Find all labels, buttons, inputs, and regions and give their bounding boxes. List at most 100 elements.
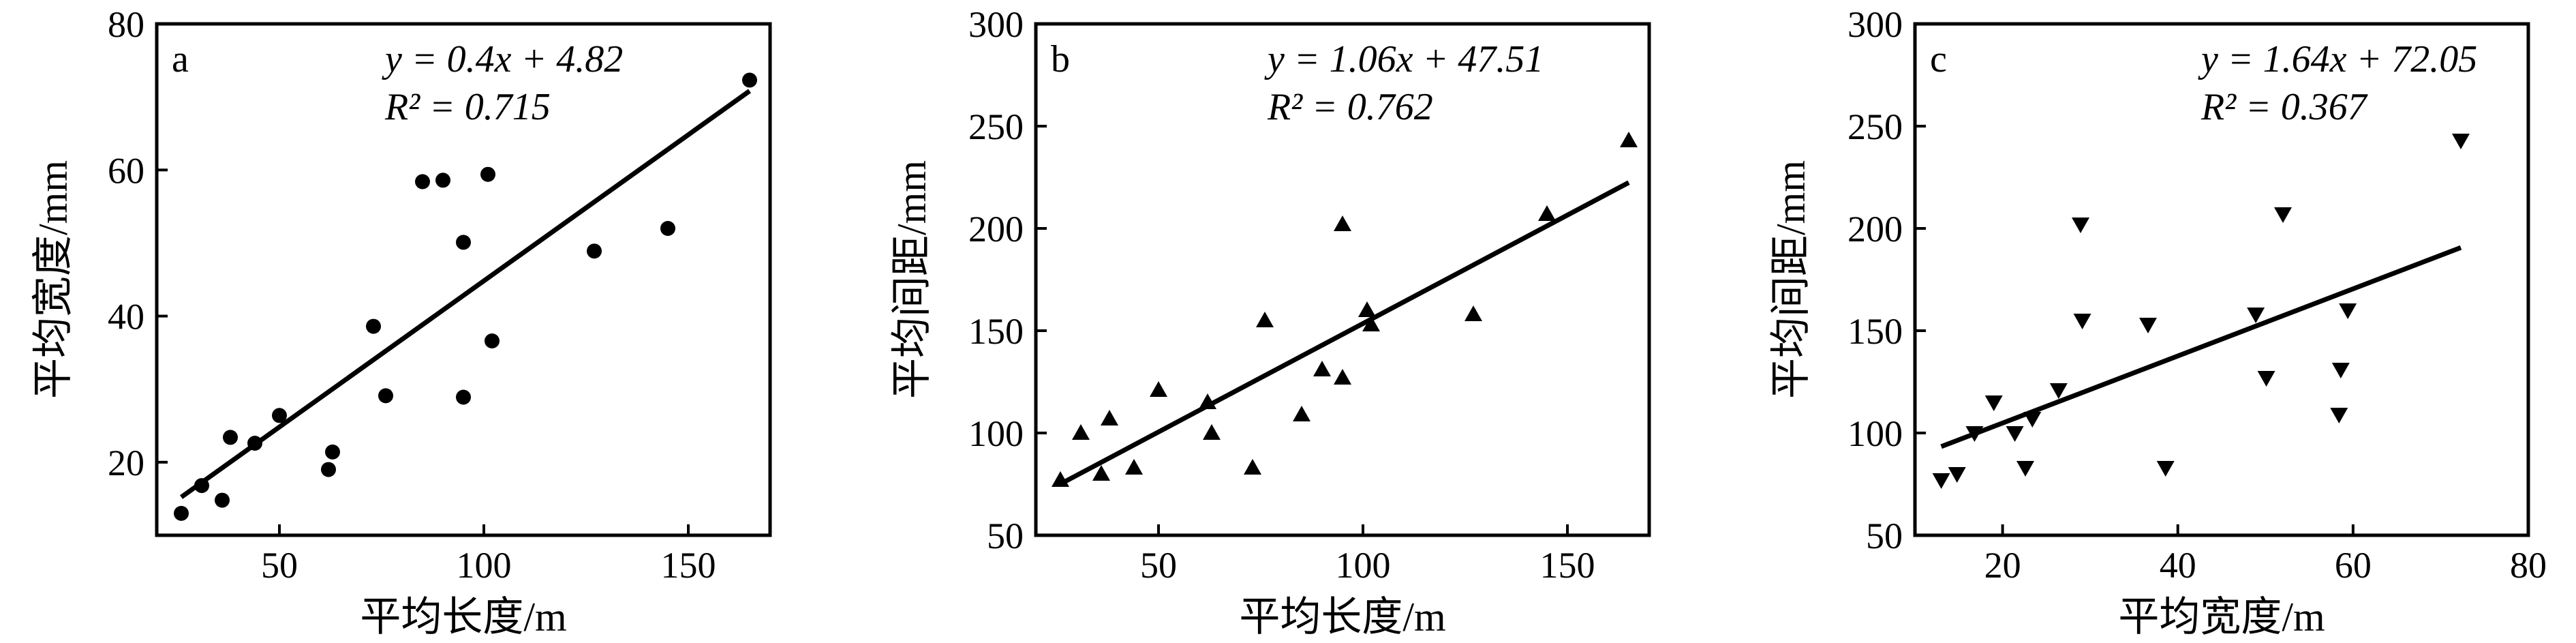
- data-point: [660, 221, 675, 236]
- y-tick-label: 100: [1847, 413, 1903, 454]
- data-point: [456, 389, 471, 405]
- data-point: [215, 492, 230, 508]
- data-point: [1313, 361, 1331, 376]
- x-axis-title-a: 平均长度/m: [360, 595, 566, 640]
- data-point: [366, 318, 381, 334]
- plot-frame-b: [1034, 22, 1651, 537]
- data-point: [1150, 381, 1167, 397]
- fit-equation-b: y = 1.06x + 47.51: [1264, 38, 1544, 80]
- data-point: [456, 235, 471, 250]
- data-point: [1362, 316, 1380, 331]
- x-tick-label: 150: [661, 545, 716, 586]
- data-point: [2339, 303, 2357, 319]
- y-tick-label: 80: [108, 4, 144, 45]
- data-point: [2139, 318, 2157, 333]
- data-point: [325, 444, 340, 460]
- y-tick-label: 20: [108, 443, 144, 483]
- data-point: [1203, 424, 1221, 440]
- r-squared-c: R² = 0.367: [2201, 86, 2368, 128]
- y-tick-label: 300: [1847, 4, 1903, 45]
- panel-a: a y = 0.4x + 4.82 R² = 0.715 平均长度/m 平均宽度…: [31, 4, 772, 640]
- data-point: [480, 166, 495, 182]
- data-point: [1932, 473, 1950, 489]
- ticks-a: 50 100 150 20 40 60 80: [108, 4, 716, 586]
- data-point: [435, 173, 450, 188]
- data-point: [247, 436, 262, 451]
- x-tick-label: 60: [2335, 545, 2372, 586]
- y-tick-label: 200: [1847, 209, 1903, 250]
- data-point: [272, 408, 287, 423]
- data-point: [1358, 301, 1376, 317]
- data-point: [2023, 412, 2042, 428]
- ticks-b: 50 100 150 50 100 150 200 250 300: [968, 4, 1595, 586]
- r-squared-a: R² = 0.715: [384, 86, 551, 128]
- panel-letter-c: c: [1930, 38, 1947, 80]
- y-tick-label: 300: [968, 4, 1024, 45]
- x-tick-label: 40: [2160, 545, 2196, 586]
- data-point: [378, 388, 393, 404]
- data-point: [1293, 406, 1310, 421]
- y-axis-title-b: 平均间距/mm: [889, 160, 934, 399]
- data-point: [2073, 314, 2091, 329]
- plot-frame-c: [1913, 22, 2530, 537]
- data-point: [485, 333, 500, 348]
- data-point: [2452, 134, 2470, 149]
- points-a: [174, 72, 757, 521]
- x-axis-title-b: 平均长度/m: [1239, 595, 1445, 640]
- x-tick-label: 50: [1140, 545, 1177, 586]
- y-tick-label: 150: [968, 311, 1024, 352]
- data-point: [1538, 205, 1556, 221]
- y-tick-label: 60: [108, 150, 144, 191]
- data-point: [321, 462, 336, 477]
- data-point: [174, 505, 189, 521]
- data-point: [2274, 207, 2292, 223]
- fit-line-c: [1940, 245, 2462, 449]
- data-point: [1072, 424, 1090, 440]
- panel-c: c y = 1.64x + 72.05 R² = 0.367 平均宽度/m 平均…: [1768, 4, 2547, 640]
- data-point: [1948, 467, 1966, 483]
- data-point: [2331, 363, 2350, 378]
- fit-equation-a: y = 0.4x + 4.82: [382, 38, 623, 80]
- y-tick-label: 150: [1847, 311, 1903, 352]
- y-axis-title-c: 平均间距/mm: [1768, 160, 1813, 399]
- data-point: [1199, 393, 1216, 409]
- data-point: [1965, 426, 1984, 442]
- data-point: [1244, 459, 1261, 475]
- fit-equation-c: y = 1.64x + 72.05: [2198, 38, 2477, 80]
- y-axis-title-a: 平均宽度/mm: [31, 160, 76, 399]
- fit-line-a: [179, 89, 752, 499]
- fit-line-b: [1059, 180, 1630, 486]
- data-point: [1334, 369, 1351, 385]
- x-axis-title-c: 平均宽度/m: [2118, 595, 2325, 640]
- points-b: [1052, 132, 1638, 487]
- data-point: [223, 430, 238, 445]
- panel-letter-b: b: [1051, 38, 1070, 80]
- data-point: [1256, 312, 1274, 327]
- x-tick-label: 50: [261, 545, 298, 586]
- data-point: [2257, 371, 2275, 387]
- data-point: [2049, 383, 2068, 399]
- points-c: [1932, 134, 2470, 489]
- data-point: [1334, 215, 1351, 231]
- y-tick-label: 250: [968, 106, 1024, 147]
- data-point: [2072, 218, 2089, 233]
- panel-letter-a: a: [172, 38, 189, 80]
- y-tick-label: 200: [968, 209, 1024, 250]
- data-point: [1052, 471, 1069, 487]
- data-point: [194, 478, 209, 494]
- y-tick-label: 50: [1866, 515, 1903, 556]
- ticks-c: 20 40 60 80 50 100 150 200 250 300: [1847, 4, 2547, 586]
- x-tick-label: 100: [457, 545, 512, 586]
- y-tick-label: 250: [1847, 106, 1903, 147]
- data-point: [1465, 305, 1482, 321]
- data-point: [742, 72, 757, 88]
- y-tick-label: 100: [968, 413, 1024, 454]
- data-point: [2156, 461, 2175, 477]
- data-point: [1984, 395, 2003, 411]
- data-point: [2006, 426, 2024, 442]
- data-point: [415, 174, 430, 190]
- x-tick-label: 80: [2510, 545, 2547, 586]
- r-squared-b: R² = 0.762: [1267, 86, 1433, 128]
- x-tick-label: 150: [1540, 545, 1595, 586]
